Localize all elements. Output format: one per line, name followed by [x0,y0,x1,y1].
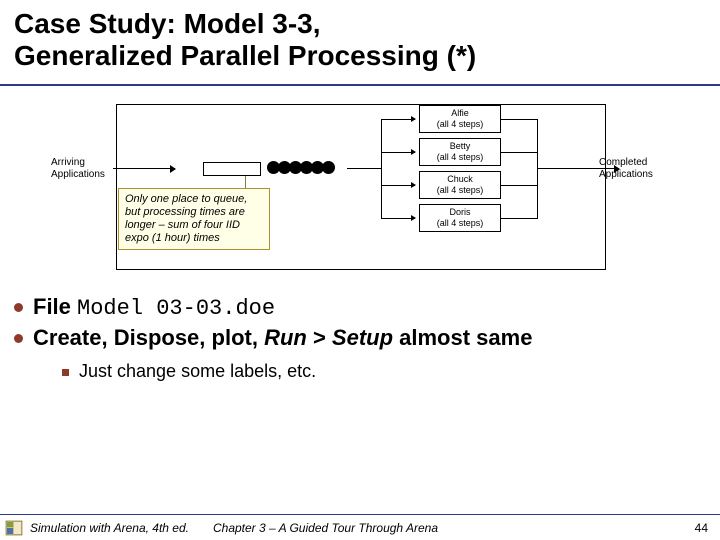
bullet-frag: Create, Dispose, plot, [33,325,264,350]
bullet-text: Create, Dispose, plot, Run > Setup almos… [33,325,532,351]
branch-line [381,218,415,219]
server-sub: (all 4 steps) [437,185,484,195]
server-box-doris: Doris (all 4 steps) [419,204,501,232]
fan-out-stem [347,168,381,169]
server-name: Betty [450,141,471,151]
bullet-tail: almost same [393,325,532,350]
branch-line [381,185,415,186]
close-bracket [537,119,538,219]
server-name: Doris [449,207,470,217]
file-prefix: File [33,294,77,319]
bullet-text: File Model 03-03.doe [33,294,275,321]
merge-line [501,218,537,219]
open-bracket [381,119,382,219]
file-name: Model 03-03.doe [77,296,275,321]
server-box-betty: Betty (all 4 steps) [419,138,501,166]
queue-dot-icon [322,161,335,174]
arriving-label: Arriving Applications [51,157,133,181]
server-sub: (all 4 steps) [437,218,484,228]
queue-dots [267,161,335,174]
bullet-create-dispose: Create, Dispose, plot, Run > Setup almos… [14,325,706,351]
slide-footer: Simulation with Arena, 4th ed. Chapter 3… [0,514,720,540]
bullet-dot-icon [14,303,23,312]
menu-setup: Setup [332,325,393,350]
server-sub: (all 4 steps) [437,119,484,129]
slide: Case Study: Model 3-3, Generalized Paral… [0,0,720,540]
queue-callout: Only one place to queue, but processing … [118,188,270,250]
branch-line [381,152,415,153]
branch-line [381,119,415,120]
page-number: 44 [695,521,720,535]
book-icon [4,518,24,538]
bullet-dot-icon [14,334,23,343]
title-line-1: Case Study: Model 3-3, [14,8,706,40]
server-name: Chuck [447,174,473,184]
bullet-list: File Model 03-03.doe Create, Dispose, pl… [14,290,706,382]
bullet-square-icon [62,369,69,376]
arrow-in-icon [113,168,175,169]
title-line-2: Generalized Parallel Processing (*) [14,40,706,72]
sub-bullet: Just change some labels, etc. [62,361,706,382]
server-sub: (all 4 steps) [437,152,484,162]
slide-title: Case Study: Model 3-3, Generalized Paral… [14,8,706,72]
merge-line [501,185,537,186]
menu-arrow: > [307,325,332,350]
sub-bullet-text: Just change some labels, etc. [79,361,316,382]
title-underline [0,84,720,86]
footer-center: Chapter 3 – A Guided Tour Through Arena [189,521,695,535]
server-name: Alfie [451,108,469,118]
fan-in-stem [537,168,577,169]
merge-line [501,152,537,153]
footer-left: Simulation with Arena, 4th ed. [30,521,189,535]
completed-label: Completed Applications [599,157,677,181]
server-box-alfie: Alfie (all 4 steps) [419,105,501,133]
merge-line [501,119,537,120]
queue-box [203,162,261,176]
menu-run: Run [264,325,307,350]
server-box-chuck: Chuck (all 4 steps) [419,171,501,199]
bullet-file: File Model 03-03.doe [14,294,706,321]
